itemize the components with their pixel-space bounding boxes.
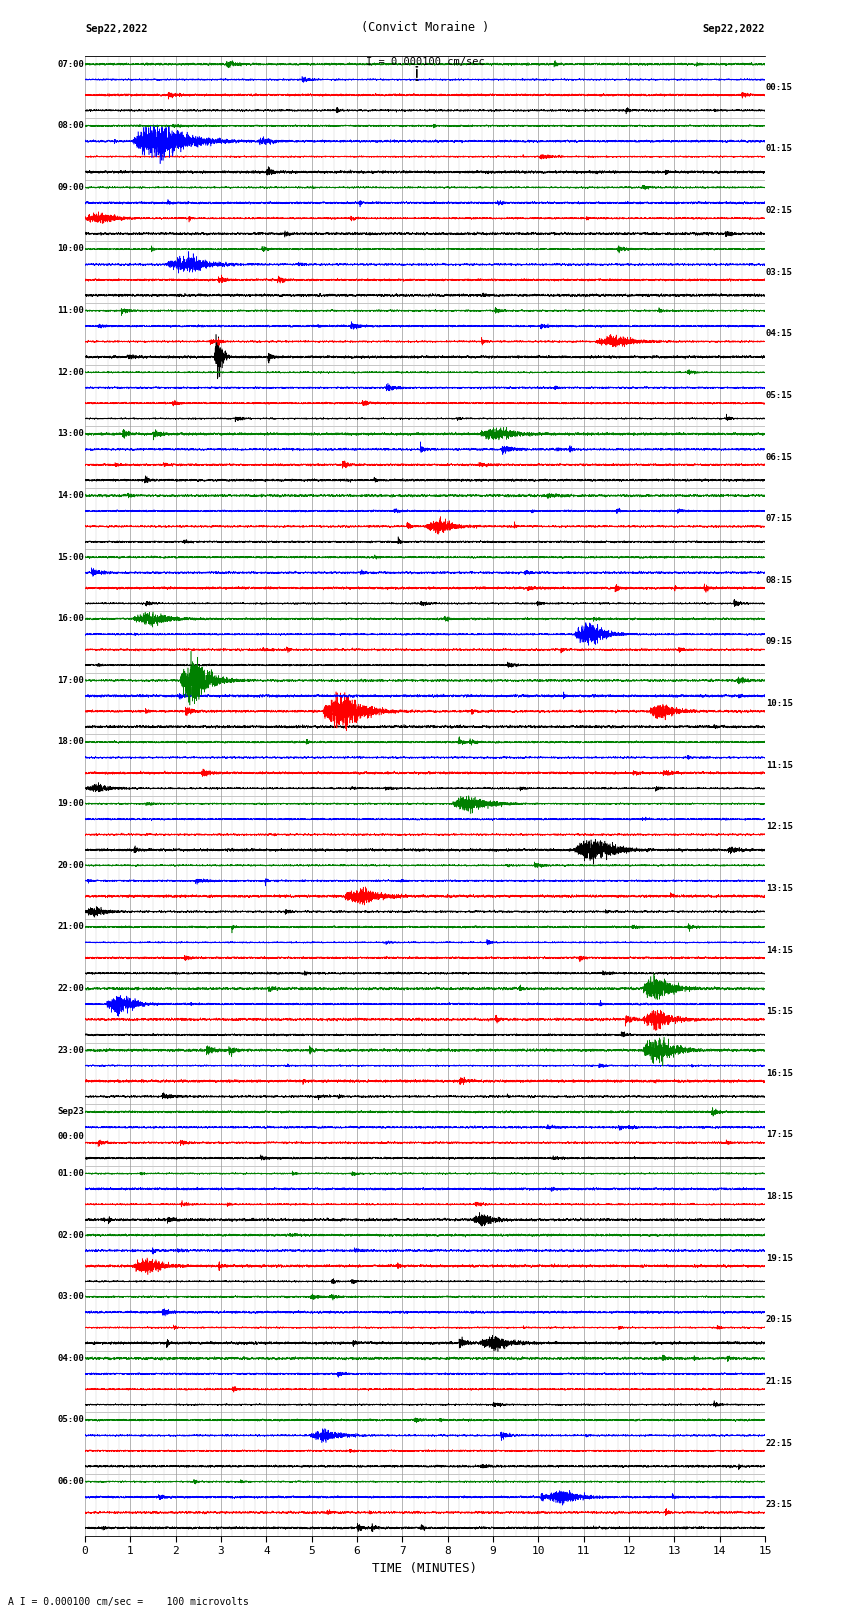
- Text: 00:15: 00:15: [766, 82, 793, 92]
- Text: 15:15: 15:15: [766, 1007, 793, 1016]
- Text: 11:00: 11:00: [57, 306, 84, 315]
- Text: 16:00: 16:00: [57, 615, 84, 623]
- Text: 03:15: 03:15: [766, 268, 793, 277]
- Text: 04:15: 04:15: [766, 329, 793, 339]
- Text: 23:00: 23:00: [57, 1045, 84, 1055]
- Text: Sep22,2022: Sep22,2022: [702, 24, 765, 34]
- Text: 04:00: 04:00: [57, 1353, 84, 1363]
- X-axis label: TIME (MINUTES): TIME (MINUTES): [372, 1561, 478, 1574]
- Text: 00:00: 00:00: [57, 1132, 84, 1140]
- Text: 12:15: 12:15: [766, 823, 793, 831]
- Text: 20:00: 20:00: [57, 861, 84, 869]
- Text: 01:00: 01:00: [57, 1169, 84, 1177]
- Text: 18:00: 18:00: [57, 737, 84, 747]
- Text: 16:15: 16:15: [766, 1069, 793, 1077]
- Text: 05:15: 05:15: [766, 390, 793, 400]
- Text: 09:15: 09:15: [766, 637, 793, 647]
- Text: 15:00: 15:00: [57, 553, 84, 561]
- Text: 11:15: 11:15: [766, 761, 793, 769]
- Text: 12:00: 12:00: [57, 368, 84, 377]
- Text: 23:15: 23:15: [766, 1500, 793, 1510]
- Text: 07:15: 07:15: [766, 515, 793, 523]
- Text: 19:15: 19:15: [766, 1253, 793, 1263]
- Text: 09:00: 09:00: [57, 182, 84, 192]
- Text: 08:00: 08:00: [57, 121, 84, 131]
- Text: 18:15: 18:15: [766, 1192, 793, 1202]
- Text: 21:15: 21:15: [766, 1378, 793, 1386]
- Text: 02:00: 02:00: [57, 1231, 84, 1239]
- Text: 14:00: 14:00: [57, 490, 84, 500]
- Text: Sep23: Sep23: [57, 1107, 84, 1116]
- Text: 22:00: 22:00: [57, 984, 84, 994]
- Text: 10:00: 10:00: [57, 245, 84, 253]
- Text: (Convict Moraine ): (Convict Moraine ): [361, 21, 489, 34]
- Text: 03:00: 03:00: [57, 1292, 84, 1302]
- Text: 17:15: 17:15: [766, 1131, 793, 1139]
- Text: 19:00: 19:00: [57, 798, 84, 808]
- Text: 10:15: 10:15: [766, 698, 793, 708]
- Text: 22:15: 22:15: [766, 1439, 793, 1447]
- Text: 13:15: 13:15: [766, 884, 793, 894]
- Text: 21:00: 21:00: [57, 923, 84, 931]
- Text: 07:00: 07:00: [57, 60, 84, 68]
- Text: 01:15: 01:15: [766, 145, 793, 153]
- Text: I = 0.000100 cm/sec: I = 0.000100 cm/sec: [366, 56, 484, 66]
- Text: A I = 0.000100 cm/sec =    100 microvolts: A I = 0.000100 cm/sec = 100 microvolts: [8, 1597, 249, 1607]
- Text: 14:15: 14:15: [766, 945, 793, 955]
- Text: 08:15: 08:15: [766, 576, 793, 586]
- Text: 06:00: 06:00: [57, 1478, 84, 1486]
- Text: 17:00: 17:00: [57, 676, 84, 686]
- Text: 02:15: 02:15: [766, 206, 793, 215]
- Text: Sep22,2022: Sep22,2022: [85, 24, 148, 34]
- Text: 05:00: 05:00: [57, 1415, 84, 1424]
- Text: 06:15: 06:15: [766, 453, 793, 461]
- Text: 13:00: 13:00: [57, 429, 84, 439]
- Text: 20:15: 20:15: [766, 1315, 793, 1324]
